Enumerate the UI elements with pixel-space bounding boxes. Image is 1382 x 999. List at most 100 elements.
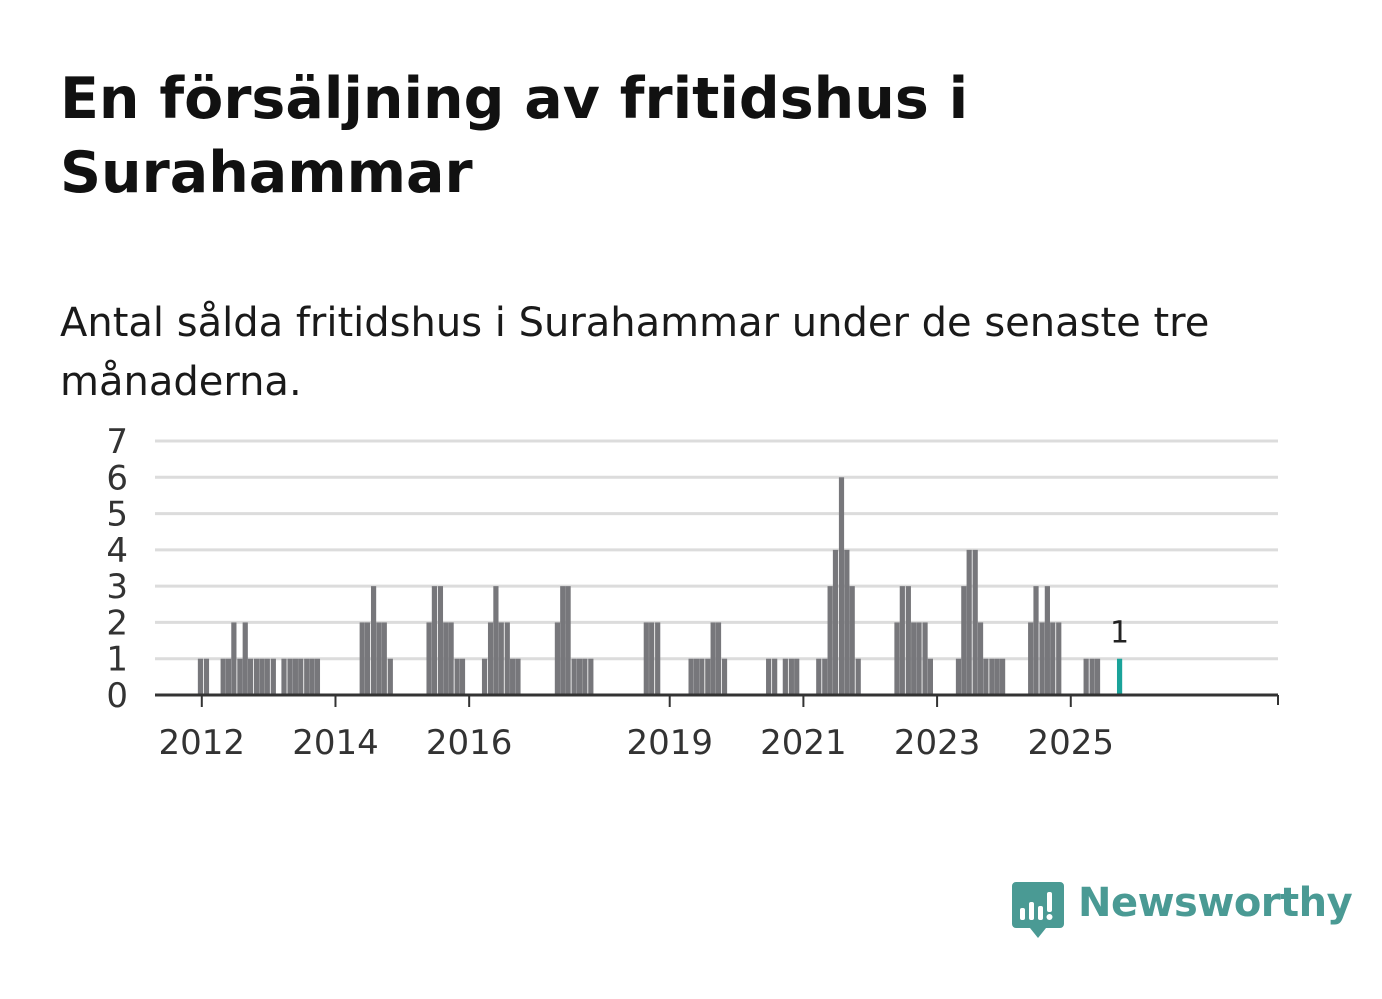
y-tick-label: 6 [106, 458, 128, 498]
bar [1094, 658, 1101, 695]
bar [242, 622, 248, 695]
bar [822, 658, 828, 695]
x-tick-labels: 2012 2014 2016 2019 2021 2023 2025 [159, 723, 1115, 763]
bar [225, 658, 232, 695]
bar [504, 622, 510, 695]
bar [927, 658, 933, 695]
bar [259, 658, 265, 695]
bar [649, 622, 655, 695]
bar [292, 658, 298, 695]
bar [1050, 622, 1056, 695]
bar [994, 658, 1000, 695]
bar [281, 658, 287, 695]
bar [576, 658, 583, 695]
bar [270, 658, 276, 695]
bar-highlighted [1116, 658, 1123, 695]
bar [1056, 622, 1062, 695]
bar [254, 658, 260, 695]
bar [437, 586, 444, 695]
y-tick-label: 2 [106, 603, 128, 643]
bar [715, 622, 722, 695]
bar [387, 658, 393, 695]
bar [772, 658, 778, 695]
bar [705, 658, 711, 695]
bar [247, 658, 254, 695]
bar [643, 622, 649, 695]
bar [298, 658, 304, 695]
bar [487, 622, 494, 695]
bar [911, 622, 917, 695]
bar [983, 658, 989, 695]
bar [481, 658, 488, 695]
x-tick-label: 2021 [760, 723, 847, 763]
bar [454, 658, 460, 695]
chart-subtitle: Antal sålda fritidshus i Surahammar unde… [60, 300, 1210, 405]
bar [554, 622, 561, 695]
bar [922, 622, 928, 695]
bar [849, 586, 855, 695]
bar [794, 658, 800, 695]
bar [816, 658, 822, 695]
bar [1044, 586, 1050, 695]
x-tick-label: 2014 [292, 723, 379, 763]
bar [788, 658, 794, 695]
bar [287, 658, 293, 695]
annotations: 1 [1110, 616, 1129, 651]
chart-title: En försäljning av fritidshus i Surahamma… [60, 66, 969, 206]
bar [782, 658, 788, 695]
bar [237, 658, 243, 695]
bar [565, 586, 571, 695]
bar [699, 658, 705, 695]
y-tick-label: 0 [106, 676, 128, 716]
bar [582, 658, 588, 695]
bar [448, 622, 454, 695]
bar [264, 658, 270, 695]
x-axis [155, 693, 1279, 707]
bar [844, 549, 850, 695]
bar [359, 622, 365, 695]
bar [688, 658, 694, 695]
bar [989, 658, 995, 695]
bar [838, 477, 845, 695]
bar [459, 658, 466, 695]
brand-name: Newsworthy [1078, 880, 1353, 926]
bar [832, 549, 839, 695]
y-tick-label: 3 [106, 567, 128, 607]
bar [710, 622, 716, 695]
x-tick-label: 2019 [626, 723, 713, 763]
y-tick-label: 4 [106, 531, 128, 571]
x-tick-label: 2012 [159, 723, 246, 763]
bar [916, 622, 922, 695]
bar [220, 658, 226, 695]
bar [376, 622, 382, 695]
bar [1000, 658, 1006, 695]
bars [197, 477, 1123, 695]
bar [314, 658, 321, 695]
bar [231, 622, 237, 695]
bar [1028, 622, 1034, 695]
y-tick-label: 1 [106, 640, 128, 680]
bar [894, 622, 900, 695]
bar [370, 586, 377, 695]
bar [905, 586, 911, 695]
brand-logo: Newsworthy [1010, 878, 1353, 942]
bar [426, 622, 432, 695]
bar [588, 658, 594, 695]
bar [955, 658, 962, 695]
bar [498, 622, 504, 695]
y-tick-label: 7 [106, 422, 128, 462]
x-tick-label: 2025 [1028, 723, 1115, 763]
bar [1039, 622, 1045, 695]
bar [309, 658, 315, 695]
bar [443, 622, 449, 695]
bar [1083, 658, 1089, 695]
bar [381, 622, 387, 695]
bar [693, 658, 700, 695]
bar [899, 586, 905, 695]
bar [203, 658, 210, 695]
bar [655, 622, 661, 695]
bar [571, 658, 577, 695]
bar-chart-speech-bubble-icon [1012, 882, 1064, 938]
